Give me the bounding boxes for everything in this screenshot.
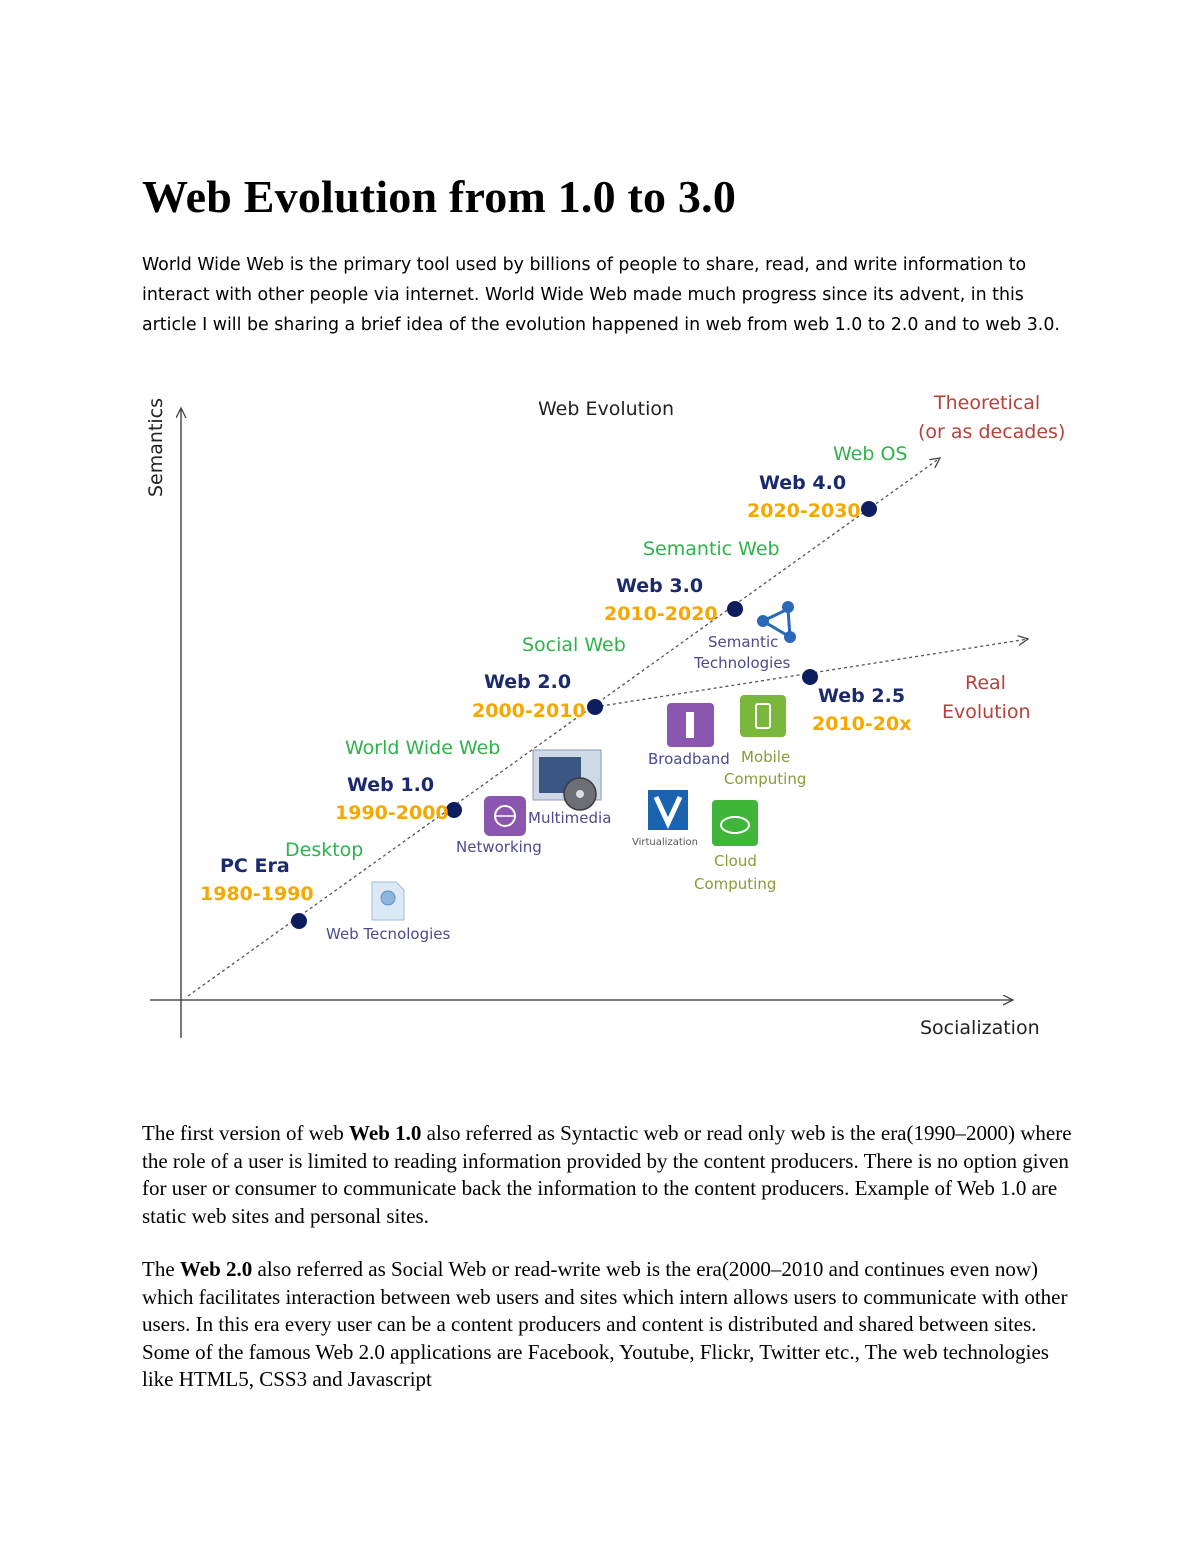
broadband-icon [667,703,714,747]
web2-paragraph: The Web 2.0 also referred as Social Web … [142,1256,1072,1394]
tag-semantic-web: Semantic Web [643,538,780,560]
web2-term: Web 2.0 [179,1257,253,1281]
theoretical-label: Theoretical [933,392,1040,414]
web1-paragraph-lead: The first version of web [142,1121,350,1145]
label-web-technologies: Web Tecnologies [326,925,451,943]
label-multimedia: Multimedia [528,809,611,827]
era-name-web3: Web 3.0 [616,575,703,597]
tag-world-wide-web: World Wide Web [345,737,500,759]
era-years-web2: 2000-2010 [472,700,586,722]
label-cloud: Cloud [714,852,757,870]
tag-desktop: Desktop [285,839,363,861]
label-networking: Networking [456,838,542,856]
era-years-web3: 2010-2020 [604,603,718,625]
era-name-web4: Web 4.0 [759,472,846,494]
label-cloud-computing: Computing [694,875,776,893]
page-title: Web Evolution from 1.0 to 3.0 [142,171,737,222]
multimedia-icon [532,749,602,811]
web2-paragraph-lead: The [142,1257,180,1281]
real-evolution-trend-line [594,639,1028,708]
label-mobile-computing: Computing [724,770,806,788]
x-axis-label: Socialization [920,1017,1040,1039]
label-broadband: Broadband [648,750,730,768]
semantic-technologies-icon [757,601,796,643]
label-semantic: Semantic [708,633,778,651]
era-dot-web4 [861,501,877,517]
theoretical-trend-line [187,458,940,997]
tag-social-web: Social Web [522,634,626,656]
networking-icon [484,796,526,836]
era-name-web1: Web 1.0 [347,774,434,796]
diagram-title: Web Evolution [538,398,674,420]
label-semantic-technologies: Technologies [693,654,791,672]
web-technologies-icon [371,881,405,921]
era-name-web2: Web 2.0 [484,671,571,693]
era-name-pc: PC Era [220,855,290,877]
cloud-computing-icon [712,800,758,846]
era-years-pc: 1980-1990 [200,883,314,905]
era-dot-web1 [446,802,462,818]
y-axis-label: Semantics [145,398,167,497]
era-dot-web2 [587,699,603,715]
web1-paragraph: The first version of web Web 1.0 also re… [142,1120,1072,1230]
era-dot-web25 [802,669,818,685]
intro-paragraph: World Wide Web is the primary tool used … [142,255,1060,335]
web1-term: Web 1.0 [349,1121,422,1145]
theoretical-sub-label: (or as decades) [918,421,1065,443]
label-virtualization: Virtualization [632,837,698,848]
real-label: Real [965,672,1006,694]
era-years-web1: 1990-2000 [335,802,449,824]
era-dot-web3 [727,601,743,617]
era-name-web25: Web 2.5 [818,685,905,707]
era-years-web4: 2020-2030 [747,500,861,522]
real-sub-label: Evolution [942,701,1031,723]
web-evolution-diagram: Semantics Socialization Web Evolution Th… [145,392,1065,1039]
web2-paragraph-body: also referred as Social Web or read-writ… [142,1257,1068,1391]
label-mobile: Mobile [741,748,790,766]
mobile-computing-icon [740,695,786,737]
virtualization-icon [648,790,688,830]
tag-web-os: Web OS [833,443,907,465]
era-years-web25: 2010-20x [812,713,911,735]
era-dot-pc [291,913,307,929]
web1-paragraph-body: also referred as Syntactic web or read o… [142,1121,1072,1228]
